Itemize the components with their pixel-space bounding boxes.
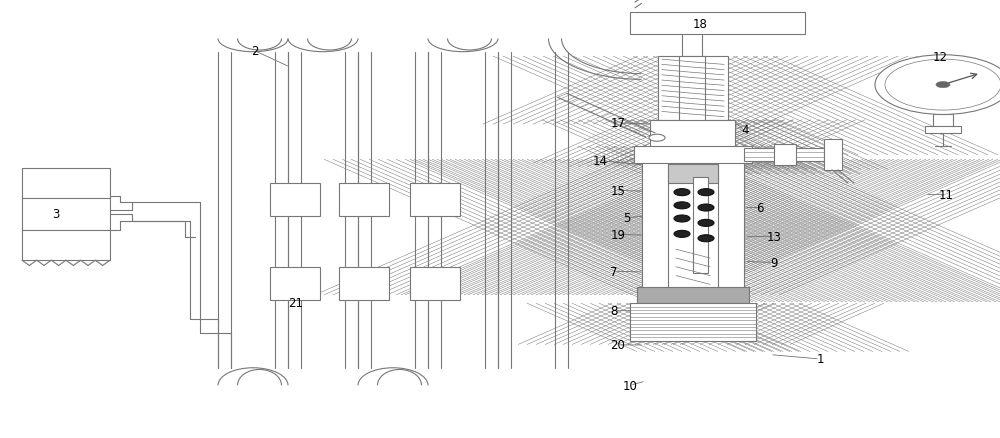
Circle shape <box>649 135 665 142</box>
Text: 15: 15 <box>611 184 625 198</box>
Bar <box>668 164 718 184</box>
Bar <box>693 177 708 274</box>
Bar <box>410 267 460 300</box>
Bar <box>339 184 389 217</box>
Bar <box>634 147 752 163</box>
Text: 18: 18 <box>693 18 707 31</box>
Bar <box>630 304 756 341</box>
Text: 14: 14 <box>592 155 608 168</box>
Circle shape <box>698 220 714 227</box>
Bar <box>744 148 824 162</box>
Bar <box>637 287 749 304</box>
Bar <box>925 127 961 134</box>
Text: 7: 7 <box>610 265 618 278</box>
Text: 13: 13 <box>767 230 781 243</box>
Bar <box>22 169 110 261</box>
Bar <box>339 267 389 300</box>
Circle shape <box>674 215 690 223</box>
Text: 11: 11 <box>938 188 954 201</box>
Bar <box>630 13 805 35</box>
Text: 6: 6 <box>756 201 764 215</box>
Circle shape <box>674 189 690 196</box>
Bar <box>410 184 460 217</box>
Circle shape <box>885 60 1000 111</box>
Bar <box>774 145 796 165</box>
Bar <box>650 120 735 160</box>
Text: 4: 4 <box>741 124 749 137</box>
Bar <box>642 160 744 291</box>
Circle shape <box>698 205 714 212</box>
Text: 1: 1 <box>816 353 824 366</box>
Text: 17: 17 <box>610 117 626 130</box>
Circle shape <box>875 56 1000 115</box>
Text: 5: 5 <box>623 212 631 225</box>
Text: 12: 12 <box>932 50 948 64</box>
Text: 9: 9 <box>770 256 778 269</box>
Bar <box>933 115 953 127</box>
Circle shape <box>674 231 690 238</box>
Text: 3: 3 <box>52 207 60 220</box>
Bar <box>270 267 320 300</box>
Circle shape <box>698 189 714 196</box>
Bar <box>679 57 705 129</box>
Text: 2: 2 <box>251 45 259 58</box>
Text: 19: 19 <box>610 228 626 241</box>
Text: 20: 20 <box>611 339 625 352</box>
Text: 10: 10 <box>623 379 637 392</box>
Bar <box>824 140 842 170</box>
Text: 21: 21 <box>288 297 304 310</box>
Circle shape <box>674 202 690 209</box>
Circle shape <box>698 235 714 242</box>
Circle shape <box>936 82 950 88</box>
Text: 8: 8 <box>610 304 618 318</box>
Bar <box>668 162 718 289</box>
Bar <box>270 184 320 217</box>
Bar <box>658 57 728 120</box>
